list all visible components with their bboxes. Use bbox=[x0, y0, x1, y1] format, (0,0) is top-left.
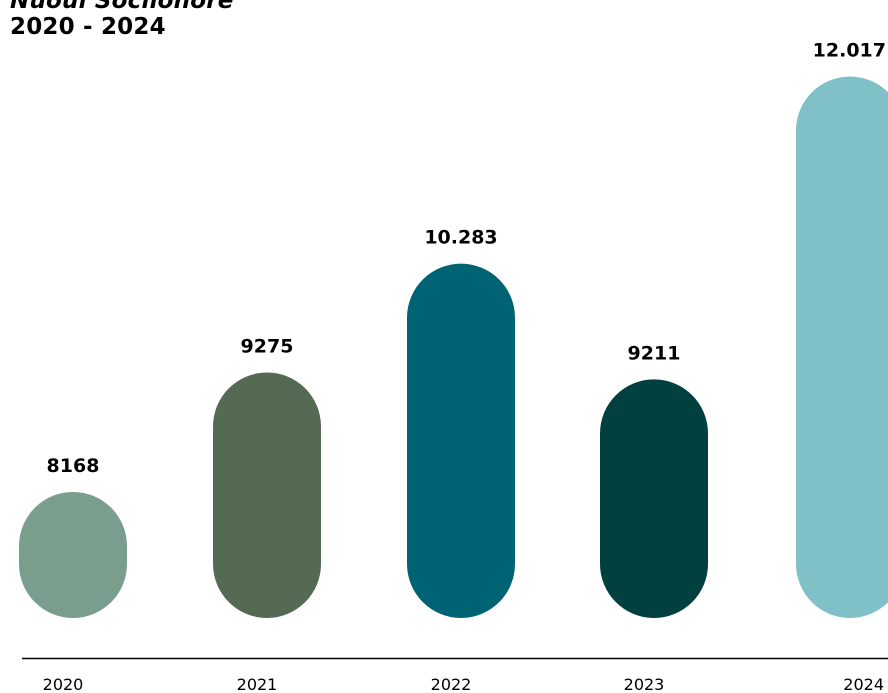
bar-2021 bbox=[213, 372, 321, 618]
chart-title-block: Nuoui Sociionore 2020 - 2024 bbox=[10, 0, 234, 40]
bar-2024 bbox=[796, 76, 888, 618]
x-tick-label-2024: 2024 bbox=[843, 675, 884, 693]
x-tick-label-2020: 2020 bbox=[43, 675, 84, 693]
bar-2022 bbox=[407, 263, 515, 618]
value-labels-group: 8168 9275 10.283 9211 12.017 bbox=[47, 40, 886, 477]
bar-2020 bbox=[19, 491, 127, 618]
value-label-2022: 10.283 bbox=[424, 227, 497, 249]
x-tick-label-2023: 2023 bbox=[624, 675, 665, 693]
x-tick-label-2021: 2021 bbox=[237, 675, 278, 693]
chart-title: Nuoui Sociionore bbox=[10, 0, 234, 14]
chart-subtitle: 2020 - 2024 bbox=[10, 14, 166, 40]
value-label-2023: 9211 bbox=[628, 342, 681, 364]
bar-2023 bbox=[600, 379, 708, 618]
x-tick-labels-group: 2020 2021 2022 2023 2024 bbox=[43, 675, 884, 693]
bars-group bbox=[19, 76, 888, 618]
x-tick-label-2022: 2022 bbox=[431, 675, 472, 693]
value-label-2021: 9275 bbox=[241, 335, 294, 357]
value-label-2020: 8168 bbox=[47, 455, 100, 477]
value-label-2024: 12.017 bbox=[813, 40, 886, 62]
